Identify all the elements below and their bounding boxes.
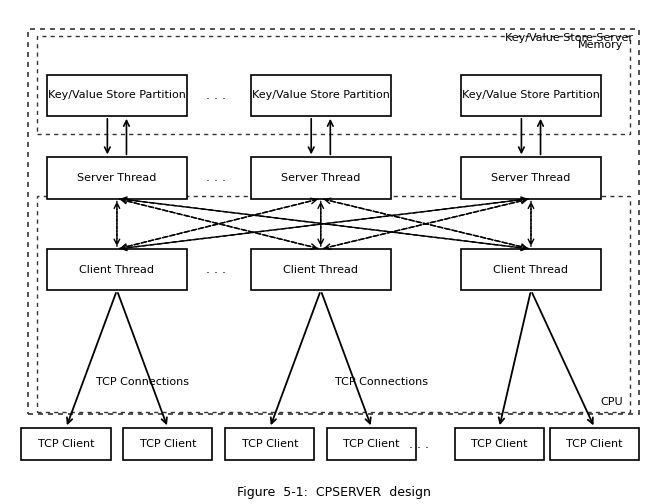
Text: Memory: Memory bbox=[578, 40, 624, 50]
Text: CPU: CPU bbox=[601, 397, 624, 407]
Text: TCP Connections: TCP Connections bbox=[96, 377, 189, 387]
FancyBboxPatch shape bbox=[251, 75, 391, 116]
Text: Key/Value Store Partition: Key/Value Store Partition bbox=[252, 90, 390, 100]
FancyBboxPatch shape bbox=[461, 249, 601, 290]
Text: Key/Value Store Partition: Key/Value Store Partition bbox=[48, 90, 186, 100]
Text: Server Thread: Server Thread bbox=[77, 173, 157, 183]
Bar bbox=[28, 29, 639, 414]
FancyBboxPatch shape bbox=[21, 428, 111, 460]
FancyBboxPatch shape bbox=[47, 75, 187, 116]
FancyBboxPatch shape bbox=[327, 428, 416, 460]
Text: TCP Client: TCP Client bbox=[471, 439, 528, 449]
Text: . . .: . . . bbox=[205, 171, 225, 184]
Text: . . .: . . . bbox=[205, 263, 225, 276]
FancyBboxPatch shape bbox=[461, 157, 601, 199]
FancyBboxPatch shape bbox=[251, 157, 391, 199]
Text: Server Thread: Server Thread bbox=[492, 173, 571, 183]
Text: TCP Client: TCP Client bbox=[566, 439, 623, 449]
FancyBboxPatch shape bbox=[225, 428, 314, 460]
Bar bbox=[37, 36, 630, 134]
Text: TCP Client: TCP Client bbox=[344, 439, 400, 449]
Text: Key/Value Store Server: Key/Value Store Server bbox=[505, 33, 633, 43]
FancyBboxPatch shape bbox=[454, 428, 544, 460]
FancyBboxPatch shape bbox=[47, 249, 187, 290]
Text: TCP Client: TCP Client bbox=[139, 439, 196, 449]
Text: Server Thread: Server Thread bbox=[281, 173, 360, 183]
Text: Client Thread: Client Thread bbox=[283, 265, 358, 275]
Text: TCP Client: TCP Client bbox=[241, 439, 298, 449]
Text: . . .: . . . bbox=[410, 437, 430, 451]
Text: TCP Client: TCP Client bbox=[38, 439, 94, 449]
Text: Key/Value Store Partition: Key/Value Store Partition bbox=[462, 90, 600, 100]
Text: Client Thread: Client Thread bbox=[494, 265, 568, 275]
Text: Figure  5-1:  CPSERVER  design: Figure 5-1: CPSERVER design bbox=[237, 486, 430, 499]
FancyBboxPatch shape bbox=[461, 75, 601, 116]
Bar bbox=[37, 196, 630, 412]
FancyBboxPatch shape bbox=[550, 428, 639, 460]
FancyBboxPatch shape bbox=[251, 249, 391, 290]
Text: TCP Connections: TCP Connections bbox=[335, 377, 428, 387]
FancyBboxPatch shape bbox=[123, 428, 213, 460]
FancyBboxPatch shape bbox=[47, 157, 187, 199]
Text: Client Thread: Client Thread bbox=[79, 265, 155, 275]
Text: . . .: . . . bbox=[205, 89, 225, 102]
